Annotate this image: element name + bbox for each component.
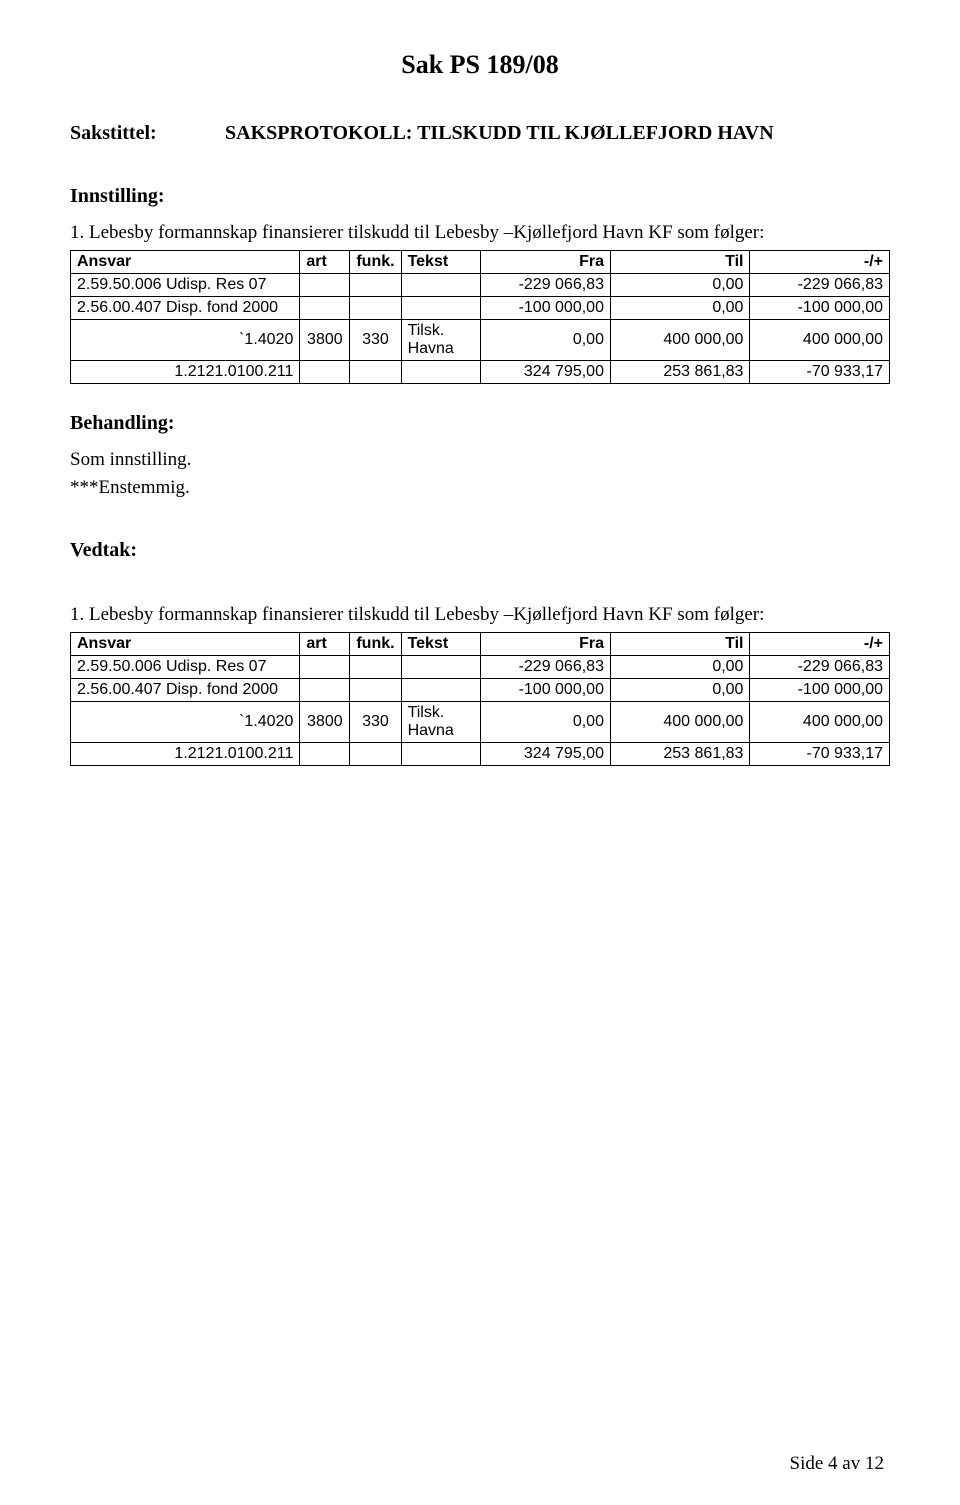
- table-cell: [350, 679, 401, 702]
- data-table: Ansvarartfunk.TekstFraTil-/+2.59.50.006 …: [70, 250, 890, 384]
- behandling-line-0: Som innstilling.: [70, 449, 890, 471]
- table-cell: 324 795,00: [481, 743, 611, 766]
- table-cell: [401, 743, 481, 766]
- col-header: Fra: [481, 633, 611, 656]
- table-cell: 400 000,00: [610, 702, 749, 743]
- table-cell: 2.59.50.006 Udisp. Res 07: [71, 274, 300, 297]
- table-row: 2.56.00.407 Disp. fond 2000 -100 000,000,…: [71, 679, 890, 702]
- behandling-label: Behandling:: [70, 412, 890, 435]
- col-header: art: [300, 633, 350, 656]
- table-row: 2.59.50.006 Udisp. Res 07 -229 066,830,00…: [71, 274, 890, 297]
- table-cell: -70 933,17: [750, 361, 890, 384]
- table-cell: 253 861,83: [610, 743, 749, 766]
- table-cell: 324 795,00: [481, 361, 611, 384]
- table-cell: 400 000,00: [750, 702, 890, 743]
- table-cell: 400 000,00: [750, 320, 890, 361]
- table-cell: [401, 297, 481, 320]
- table-cell: 330: [350, 320, 401, 361]
- table-cell: [300, 743, 350, 766]
- table-cell: 0,00: [610, 656, 749, 679]
- innstilling-table-wrapper: Ansvarartfunk.TekstFraTil-/+2.59.50.006 …: [70, 250, 890, 384]
- table-cell: Tilsk. Havna: [401, 320, 481, 361]
- table-row: `1.40203800330Tilsk. Havna0,00400 000,00…: [71, 702, 890, 743]
- table-cell: -100 000,00: [750, 297, 890, 320]
- table-cell: 3800: [300, 702, 350, 743]
- col-header: Tekst: [401, 633, 481, 656]
- col-header: Ansvar: [71, 633, 300, 656]
- table-cell: 3800: [300, 320, 350, 361]
- table-cell: 0,00: [481, 320, 611, 361]
- vedtak-table-wrapper: Ansvarartfunk.TekstFraTil-/+2.59.50.006 …: [70, 632, 890, 766]
- table-cell: 1.2121.0100.211: [71, 743, 300, 766]
- table-cell: [300, 679, 350, 702]
- page-title: Sak PS 189/08: [70, 50, 890, 80]
- sakstittel-row: Sakstittel: SAKSPROTOKOLL: TILSKUDD TIL …: [70, 122, 890, 145]
- table-cell: 0,00: [610, 679, 749, 702]
- table-cell: -100 000,00: [481, 297, 611, 320]
- table-cell: [401, 679, 481, 702]
- table-cell: `1.4020: [71, 320, 300, 361]
- col-header: art: [300, 251, 350, 274]
- table-cell: [401, 361, 481, 384]
- innstilling-text: 1. Lebesby formannskap finansierer tilsk…: [70, 222, 890, 244]
- col-header: funk.: [350, 251, 401, 274]
- innstilling-label: Innstilling:: [70, 185, 890, 208]
- table-cell: -229 066,83: [481, 656, 611, 679]
- table-cell: [350, 743, 401, 766]
- table-cell: [300, 297, 350, 320]
- table-row: 2.59.50.006 Udisp. Res 07 -229 066,830,00…: [71, 656, 890, 679]
- table-cell: [350, 656, 401, 679]
- col-header: funk.: [350, 633, 401, 656]
- col-header: -/+: [750, 251, 890, 274]
- table-cell: 1.2121.0100.211: [71, 361, 300, 384]
- table-cell: [300, 656, 350, 679]
- table-cell: [350, 274, 401, 297]
- table-cell: 0,00: [610, 274, 749, 297]
- table-cell: 330: [350, 702, 401, 743]
- col-header: Tekst: [401, 251, 481, 274]
- table-cell: -229 066,83: [750, 656, 890, 679]
- table-cell: [300, 361, 350, 384]
- page-footer: Side 4 av 12: [790, 1453, 884, 1475]
- col-header: Ansvar: [71, 251, 300, 274]
- col-header: Fra: [481, 251, 611, 274]
- data-table: Ansvarartfunk.TekstFraTil-/+2.59.50.006 …: [70, 632, 890, 766]
- table-row: 1.2121.0100.211 324 795,00253 861,83-70 9…: [71, 361, 890, 384]
- table-cell: [401, 274, 481, 297]
- table-cell: 2.56.00.407 Disp. fond 2000: [71, 679, 300, 702]
- col-header: Til: [610, 251, 749, 274]
- table-cell: [401, 656, 481, 679]
- table-row: 1.2121.0100.211 324 795,00253 861,83-70 9…: [71, 743, 890, 766]
- table-cell: `1.4020: [71, 702, 300, 743]
- vedtak-label: Vedtak:: [70, 539, 890, 562]
- table-row: `1.40203800330Tilsk. Havna0,00400 000,00…: [71, 320, 890, 361]
- table-cell: 0,00: [481, 702, 611, 743]
- behandling-line-1: ***Enstemmig.: [70, 477, 890, 499]
- table-cell: 253 861,83: [610, 361, 749, 384]
- table-cell: 2.56.00.407 Disp. fond 2000: [71, 297, 300, 320]
- col-header: -/+: [750, 633, 890, 656]
- table-cell: [350, 297, 401, 320]
- table-cell: -70 933,17: [750, 743, 890, 766]
- table-cell: Tilsk. Havna: [401, 702, 481, 743]
- table-cell: -100 000,00: [481, 679, 611, 702]
- col-header: Til: [610, 633, 749, 656]
- table-cell: -229 066,83: [481, 274, 611, 297]
- vedtak-text: 1. Lebesby formannskap finansierer tilsk…: [70, 604, 890, 626]
- table-cell: 0,00: [610, 297, 749, 320]
- table-cell: -100 000,00: [750, 679, 890, 702]
- table-cell: [350, 361, 401, 384]
- table-cell: 2.59.50.006 Udisp. Res 07: [71, 656, 300, 679]
- table-row: 2.56.00.407 Disp. fond 2000 -100 000,000,…: [71, 297, 890, 320]
- table-cell: 400 000,00: [610, 320, 749, 361]
- sakstittel-label: Sakstittel:: [70, 122, 225, 145]
- table-cell: -229 066,83: [750, 274, 890, 297]
- table-cell: [300, 274, 350, 297]
- sakstittel-value: SAKSPROTOKOLL: TILSKUDD TIL KJØLLEFJORD …: [225, 122, 774, 145]
